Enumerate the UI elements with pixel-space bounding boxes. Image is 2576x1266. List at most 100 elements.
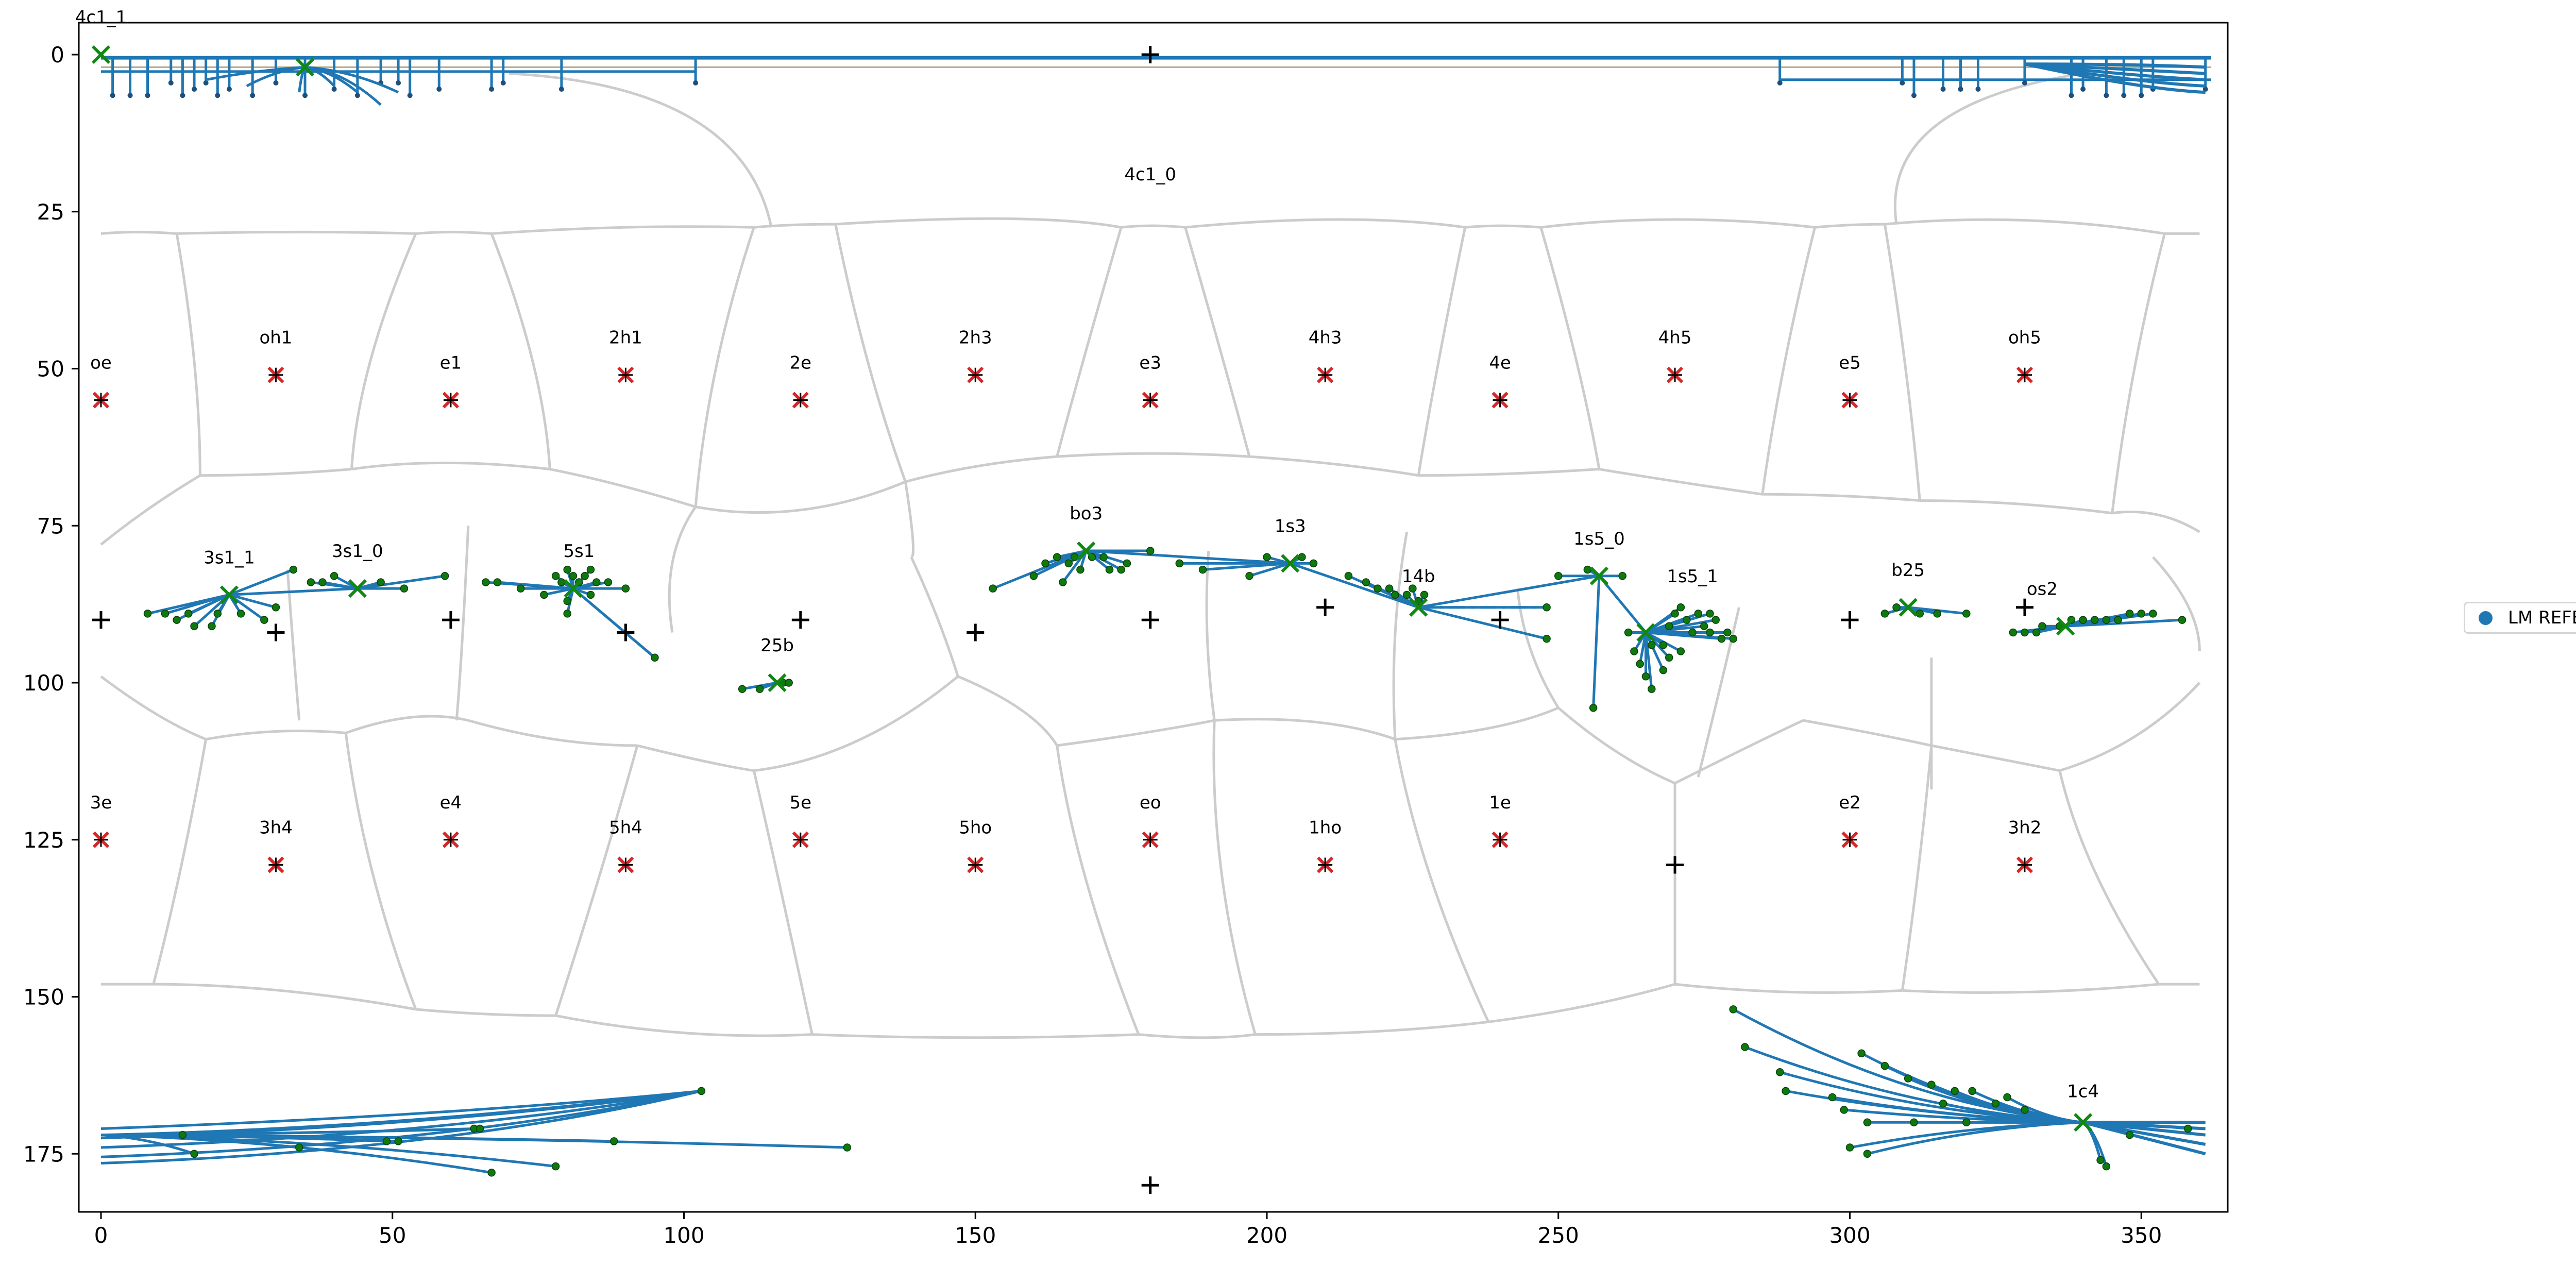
top-band-point <box>110 93 115 98</box>
region-label: 14b <box>1402 566 1435 587</box>
region-boundary <box>1205 550 1216 721</box>
region-boundary <box>555 1014 812 1037</box>
x-tick-label: 150 <box>955 1223 996 1248</box>
region-boundary <box>904 481 915 559</box>
region-boundary <box>1697 607 1740 778</box>
data-point <box>289 565 298 574</box>
data-point <box>1910 1118 1918 1127</box>
data-point <box>989 584 997 593</box>
region-boundary <box>1392 532 1409 739</box>
top-band-point <box>1958 87 1963 92</box>
region-label: 1c4 <box>2067 1082 2099 1102</box>
top-band-point <box>2121 93 2127 98</box>
data-point <box>1939 1099 1947 1108</box>
data-point <box>1659 641 1668 649</box>
data-point <box>651 653 659 662</box>
data-point <box>1636 660 1644 668</box>
region-label: 4h5 <box>1658 328 1692 348</box>
top-band-leg <box>304 65 399 94</box>
region-boundary <box>1885 218 2165 235</box>
region-boundary <box>1674 719 1804 785</box>
data-point <box>1665 653 1673 662</box>
region-boundary <box>1121 224 1185 229</box>
region-boundary <box>637 744 754 772</box>
centroid-x-marker <box>295 58 315 77</box>
data-point <box>213 610 222 618</box>
region-boundary <box>344 733 417 1010</box>
region-label: e1 <box>440 353 462 374</box>
data-point <box>785 679 793 687</box>
centroid-x-marker <box>2056 617 2075 636</box>
data-point <box>755 685 764 693</box>
data-point <box>2184 1124 2192 1133</box>
data-point <box>2102 1162 2111 1171</box>
data-point <box>516 584 525 593</box>
data-point <box>1414 597 1422 605</box>
data-point <box>1927 1081 1936 1089</box>
centroid-x-marker <box>219 585 239 604</box>
region-boundary <box>491 225 754 235</box>
trajectory-line <box>100 1089 702 1149</box>
top-band-point <box>127 93 133 98</box>
data-point <box>569 572 578 580</box>
data-point <box>1828 1093 1837 1102</box>
y-tick-label: 50 <box>37 357 64 382</box>
top-band-point <box>407 93 413 98</box>
centroid-x-marker <box>564 579 583 598</box>
region-boundary <box>200 468 352 477</box>
data-point <box>1659 666 1668 674</box>
x-tick-label: 50 <box>379 1223 406 1248</box>
data-point <box>2114 616 2122 624</box>
top-band-point <box>215 93 221 98</box>
top-band-point <box>1777 80 1783 86</box>
region-label: oh1 <box>259 328 292 348</box>
data-point <box>2056 622 2064 631</box>
trajectory-connector <box>229 587 358 596</box>
data-point <box>1688 628 1697 637</box>
data-point <box>1076 565 1084 574</box>
trajectory-line <box>100 1134 848 1149</box>
data-point <box>697 1087 706 1095</box>
top-band-trajectories <box>101 56 2212 106</box>
centroid-x-marker <box>348 579 367 598</box>
legend-label-lm-reference: LM REFERENCE <box>2508 607 2576 628</box>
region-boundary <box>812 1033 1139 1039</box>
region-boundary <box>177 230 416 235</box>
data-point <box>1648 641 1656 649</box>
top-band-point <box>2104 93 2109 98</box>
region-label: 25b <box>760 635 794 656</box>
centroid-x-marker <box>1899 598 1918 617</box>
top-band-point <box>2069 93 2074 98</box>
region-labels: 4c1_1 4c1_0oe oh1 e1 2h1 2e 2h3 e3 4h3 4e 4h5 e5 oh5… <box>75 7 2099 1102</box>
x-tick-label: 100 <box>663 1223 704 1248</box>
data-point <box>1671 610 1679 618</box>
region-boundary <box>2152 556 2201 652</box>
region-boundary <box>2111 233 2166 514</box>
data-point <box>1583 565 1592 574</box>
centroid-x-marker <box>91 45 111 64</box>
data-point <box>1263 553 1271 561</box>
data-point <box>382 1137 391 1145</box>
data-point <box>2003 1093 2011 1102</box>
trajectory-line <box>188 594 230 615</box>
region-boundary <box>668 506 697 633</box>
data-point <box>476 1124 484 1133</box>
data-point <box>1682 616 1691 624</box>
data-point <box>2178 616 2187 624</box>
region-label: bo3 <box>1070 503 1103 524</box>
region-boundary <box>1539 227 1601 469</box>
centroid-x-marker <box>1636 623 1655 642</box>
data-point <box>1904 1074 1912 1083</box>
legend-marker-lm-reference <box>2479 611 2493 625</box>
top-band-point <box>489 87 495 92</box>
region-boundary <box>175 233 201 476</box>
data-point <box>1711 616 1720 624</box>
trajectory-line <box>1202 562 1291 571</box>
top-band-point <box>2202 87 2208 92</box>
region-label: e5 <box>1839 353 1861 374</box>
region-boundary <box>1488 983 1675 1023</box>
data-point <box>843 1143 852 1152</box>
data-point <box>581 572 589 580</box>
data-points <box>143 547 2192 1177</box>
y-tick-label: 25 <box>37 199 64 225</box>
